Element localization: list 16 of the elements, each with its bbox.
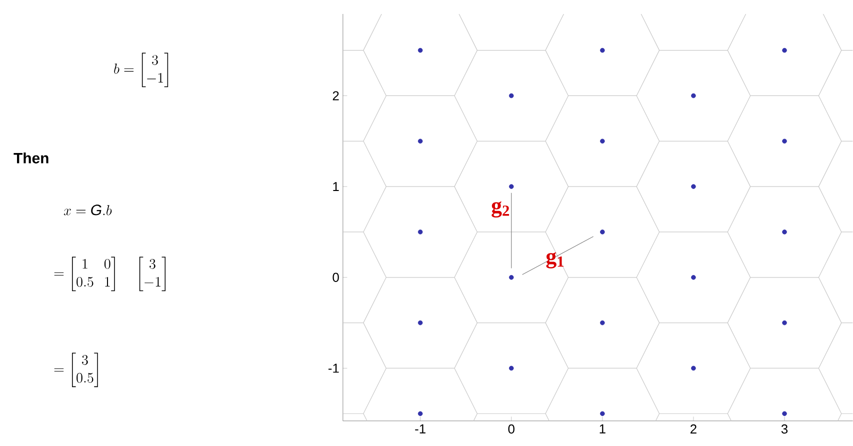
text: $b=\begin{bmatrix}3\\-1\end{bmatrix}$ (114, 52, 168, 88)
x-tick-label: 0 (508, 424, 514, 434)
x-tick-label: 2 (690, 424, 696, 434)
y-tick-label: 0 (332, 272, 339, 282)
text: $\text{Then}$ (14, 152, 48, 164)
y-tick-label: 2 (332, 91, 339, 100)
text: $=\begin{bmatrix}3\\0.5\end{bmatrix}$ (54, 352, 98, 388)
x-tick-label: 3 (781, 424, 788, 434)
y-tick-label: 1 (333, 182, 339, 192)
x-tick-label: 1 (600, 424, 606, 434)
x-tick-label: -1 (415, 424, 426, 434)
annotation: g$_{2}$ (492, 201, 510, 218)
text: $x=\mathit{G}.b$ (64, 204, 112, 216)
annotation: g$_{1}$ (546, 252, 564, 268)
text: $=\begin{bmatrix}1&0\\0.5&1\end{bmatrix}\quad\begin{bmatrix}3\\-1\end{bmatrix}$ (54, 256, 166, 292)
y-tick-label: -1 (328, 364, 339, 373)
